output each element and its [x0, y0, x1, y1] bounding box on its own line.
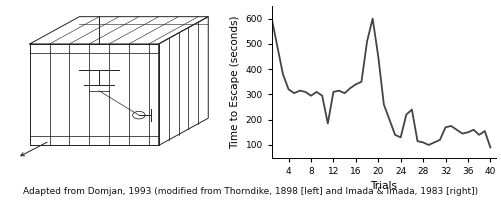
Y-axis label: Time to Escape (seconds): Time to Escape (seconds): [230, 15, 240, 148]
Text: Adapted from Domjan, 1993 (modified from Thorndike, 1898 [left] and Imada & Imad: Adapted from Domjan, 1993 (modified from…: [23, 187, 478, 196]
X-axis label: Trials: Trials: [370, 181, 397, 191]
